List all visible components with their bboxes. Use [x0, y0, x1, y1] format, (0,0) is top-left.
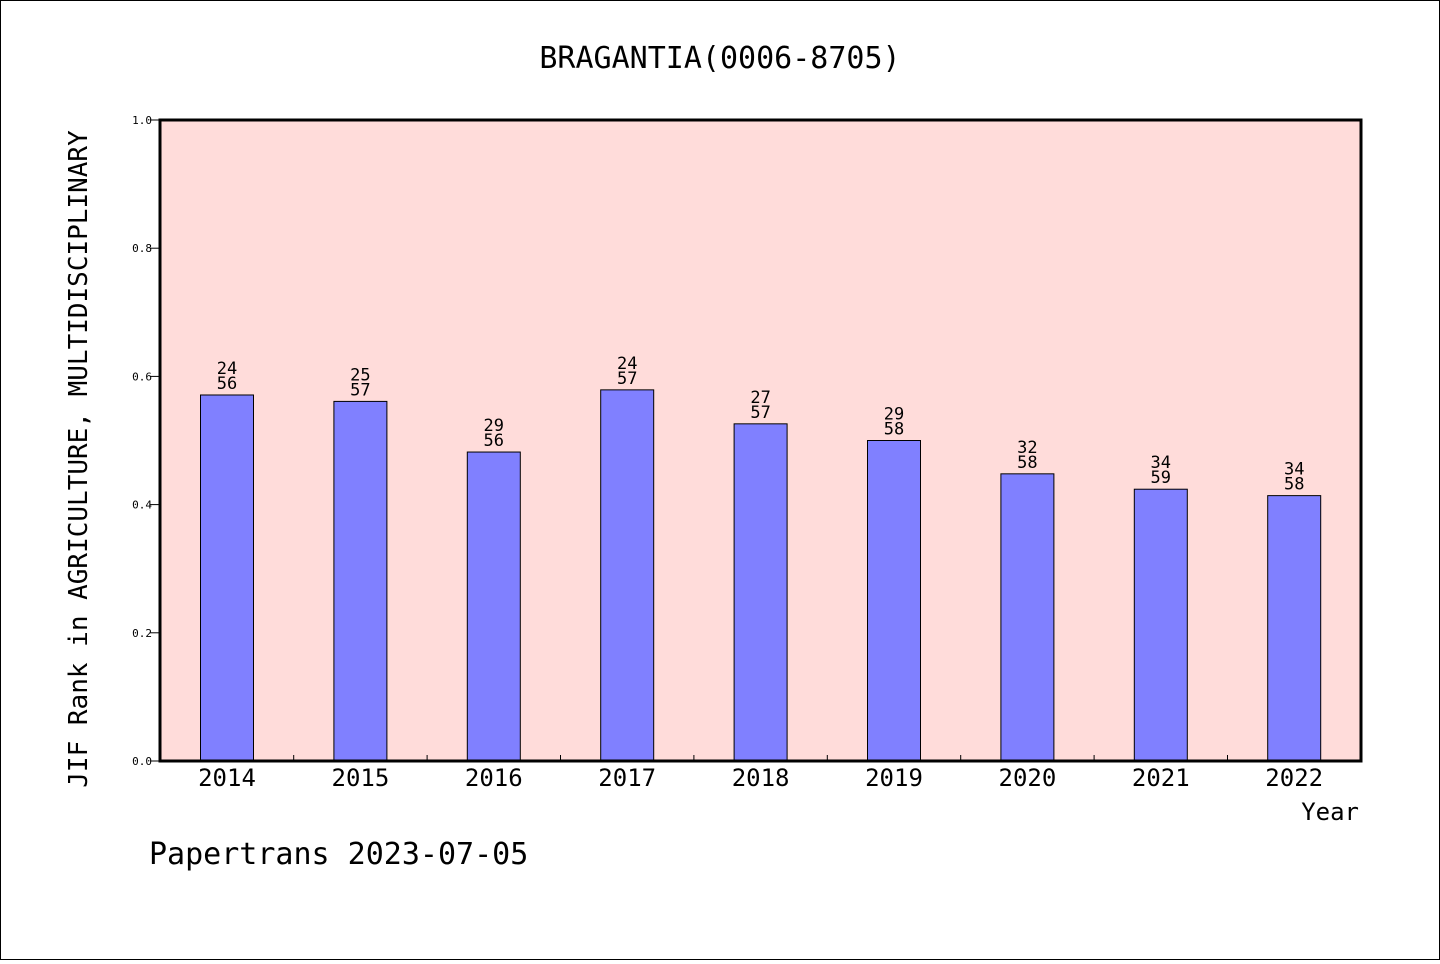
- y-tick-label: 0.2: [132, 627, 152, 640]
- bar-rank-label: 32: [1017, 438, 1037, 458]
- y-tick-label: 0.4: [132, 499, 152, 512]
- bar: [1267, 495, 1322, 762]
- y-axis-label: JIF Rank in AGRICULTURE, MULTIDISCIPLINA…: [64, 130, 94, 788]
- y-tick-label: 1.0: [132, 114, 152, 127]
- bar-rank-label: 27: [750, 388, 770, 408]
- bar: [600, 389, 655, 762]
- bar-rank-label: 25: [350, 365, 370, 385]
- bar: [867, 440, 921, 762]
- bar-total-label: 56: [217, 374, 237, 394]
- bar-total-label: 58: [1284, 475, 1304, 495]
- bar-rank-label: 24: [617, 354, 637, 374]
- x-tick-label: 2019: [865, 764, 923, 792]
- bar-rank-label: 34: [1151, 453, 1171, 473]
- bar-rank-label: 29: [484, 416, 504, 436]
- bar: [466, 451, 521, 762]
- bar-total-label: 59: [1151, 468, 1171, 488]
- x-axis: 2014 2015 2016 2017 2018 2019 2020 2021 2022: [198, 755, 1323, 792]
- bar: [733, 423, 788, 762]
- bar-rank-label: 34: [1284, 460, 1304, 480]
- bar: [333, 400, 388, 762]
- x-tick-label: 2017: [598, 764, 656, 792]
- x-tick-label: 2018: [732, 764, 790, 792]
- x-tick-label: 2016: [465, 764, 523, 792]
- x-tick-label: 2015: [332, 764, 390, 792]
- footer-text: Papertrans 2023-07-05: [149, 837, 528, 872]
- bar: [200, 394, 254, 762]
- x-tick-label: 2021: [1132, 764, 1190, 792]
- plot-border: [158, 118, 1363, 763]
- bar-total-label: 57: [350, 380, 370, 400]
- bar: [1133, 488, 1188, 762]
- x-tick-label: 2014: [198, 764, 256, 792]
- y-tick-label: 0.0: [132, 755, 152, 768]
- x-tick-label: 2022: [1265, 764, 1323, 792]
- bar-rank-label: 29: [884, 405, 904, 425]
- chart-title: BRAGANTIA(0006-8705): [539, 41, 900, 76]
- bar-total-label: 58: [1017, 453, 1037, 473]
- bar-total-label: 56: [484, 431, 504, 451]
- y-axis: 0.0 0.2 0.4 0.6 0.8 1.0: [132, 114, 160, 768]
- x-axis-label: Year: [1301, 798, 1359, 826]
- bar-rank-label: 24: [217, 359, 237, 379]
- bar-total-label: 57: [750, 403, 770, 423]
- bar-total-label: 57: [617, 369, 637, 389]
- bar: [1000, 473, 1055, 762]
- x-tick-label: 2020: [999, 764, 1057, 792]
- y-tick-label: 0.8: [132, 242, 152, 255]
- y-tick-label: 0.6: [132, 370, 152, 383]
- bar-total-label: 58: [884, 420, 904, 440]
